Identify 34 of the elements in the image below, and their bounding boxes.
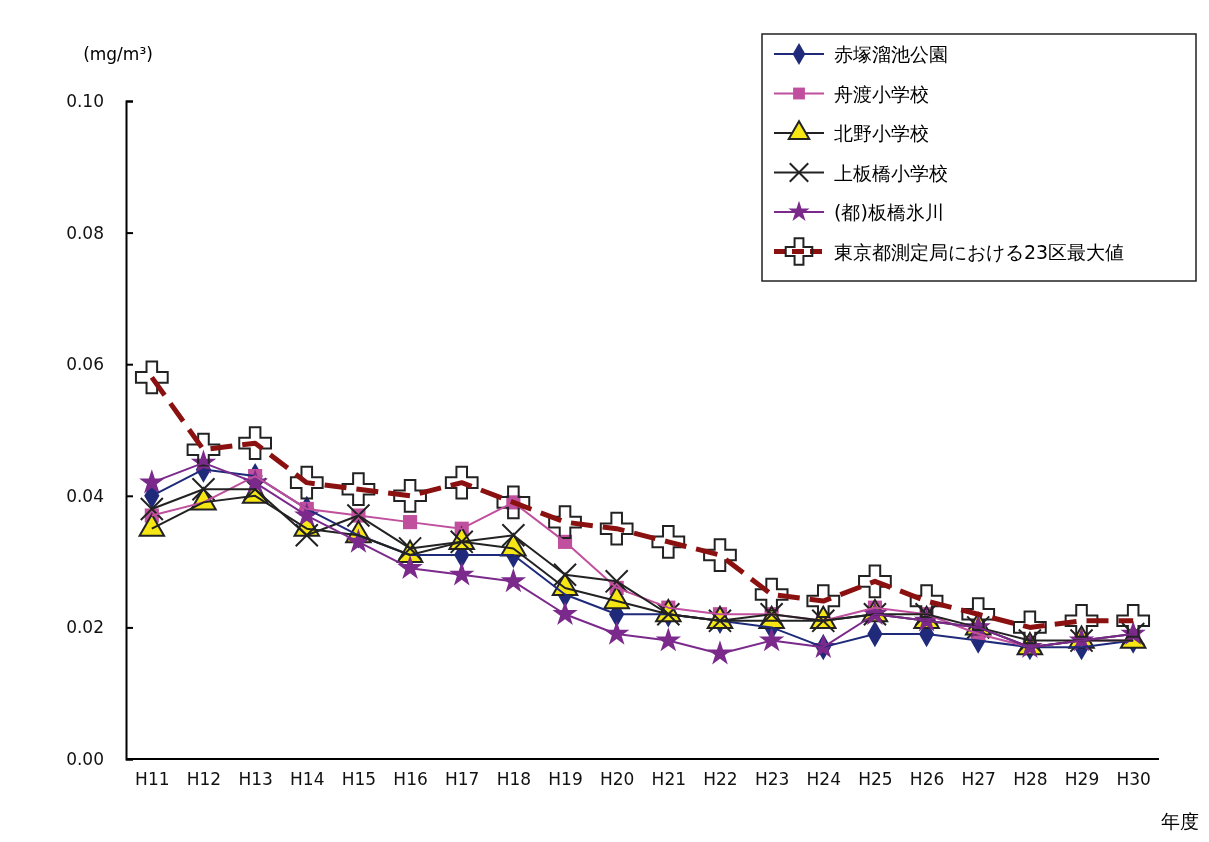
- x-tick-label: H14: [290, 769, 325, 790]
- legend-label: 赤塚溜池公園: [834, 43, 948, 65]
- x-tick-label: H30: [1116, 769, 1151, 790]
- y-tick-label: 0.00: [66, 748, 104, 769]
- legend-label: 舟渡小学校: [834, 82, 929, 105]
- y-tick-label: 0.08: [66, 222, 104, 243]
- x-tick-label: H21: [651, 769, 687, 790]
- x-tick-label: H23: [754, 769, 790, 790]
- x-tick-label: H20: [599, 769, 635, 790]
- legend-label: 北野小学校: [834, 122, 929, 144]
- x-tick-label: H15: [341, 769, 377, 790]
- x-tick-label: H24: [806, 769, 841, 790]
- x-tick-label: H11: [135, 769, 170, 790]
- x-tick-label: H13: [238, 769, 273, 790]
- x-axis-title: 年度: [1161, 810, 1199, 832]
- x-tick-label: H27: [961, 769, 996, 790]
- y-tick-label: 0.02: [66, 617, 104, 638]
- y-tick-label: 0.10: [66, 90, 104, 111]
- legend-label: 東京都測定局における23区最大値: [834, 240, 1125, 263]
- x-tick-label: H19: [548, 769, 583, 790]
- y-tick-label: 0.04: [66, 485, 104, 506]
- x-tick-label: H16: [393, 769, 428, 790]
- x-tick-label: H26: [909, 769, 945, 790]
- y-tick-label: 0.06: [66, 354, 104, 375]
- x-tick-label: H22: [703, 769, 738, 790]
- x-tick-label: H25: [858, 769, 893, 790]
- legend-label: 上板橋小学校: [834, 161, 948, 184]
- y-axis-title: (mg/m³): [83, 44, 153, 64]
- x-tick-label: H28: [1013, 769, 1048, 790]
- x-tick-label: H18: [496, 769, 532, 790]
- legend-label: (都)板橋氷川: [834, 201, 944, 223]
- x-tick-label: H29: [1064, 769, 1100, 790]
- x-tick-label: H12: [186, 769, 222, 790]
- x-tick-label: H17: [445, 769, 480, 790]
